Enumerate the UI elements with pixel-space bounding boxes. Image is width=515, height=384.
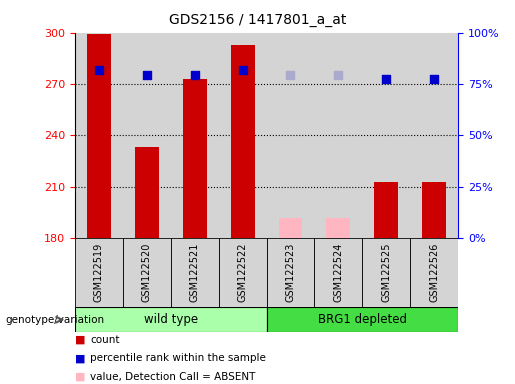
Bar xyxy=(183,79,207,238)
Text: GSM122520: GSM122520 xyxy=(142,243,151,302)
Text: GSM122522: GSM122522 xyxy=(237,243,248,302)
Text: genotype/variation: genotype/variation xyxy=(5,314,104,325)
FancyBboxPatch shape xyxy=(315,238,363,307)
Bar xyxy=(134,147,159,238)
Text: GSM122523: GSM122523 xyxy=(285,243,296,302)
Point xyxy=(382,76,390,82)
FancyBboxPatch shape xyxy=(123,238,170,307)
FancyBboxPatch shape xyxy=(75,238,123,307)
Text: GSM122524: GSM122524 xyxy=(333,243,344,302)
FancyBboxPatch shape xyxy=(363,238,410,307)
Text: ■: ■ xyxy=(75,372,85,382)
Text: GSM122525: GSM122525 xyxy=(382,243,391,302)
Text: GSM122519: GSM122519 xyxy=(94,243,104,302)
Text: GSM122526: GSM122526 xyxy=(430,243,439,302)
Text: GSM122521: GSM122521 xyxy=(190,243,200,302)
Text: ■: ■ xyxy=(75,335,85,345)
Text: GDS2156 / 1417801_a_at: GDS2156 / 1417801_a_at xyxy=(169,13,346,27)
Bar xyxy=(327,217,350,238)
Bar xyxy=(231,45,254,238)
Point xyxy=(286,72,295,78)
Point xyxy=(430,76,438,82)
FancyBboxPatch shape xyxy=(267,307,458,332)
Point xyxy=(143,72,151,78)
FancyBboxPatch shape xyxy=(75,307,267,332)
Point xyxy=(95,67,103,73)
Bar xyxy=(374,182,399,238)
Point xyxy=(238,67,247,73)
Text: percentile rank within the sample: percentile rank within the sample xyxy=(90,353,266,363)
FancyBboxPatch shape xyxy=(267,238,315,307)
Text: BRG1 depleted: BRG1 depleted xyxy=(318,313,407,326)
Bar xyxy=(279,217,302,238)
FancyBboxPatch shape xyxy=(410,238,458,307)
FancyBboxPatch shape xyxy=(170,238,218,307)
Bar xyxy=(87,34,111,238)
Text: ■: ■ xyxy=(75,353,85,363)
FancyBboxPatch shape xyxy=(218,238,267,307)
Text: count: count xyxy=(90,335,119,345)
Point xyxy=(191,72,199,78)
Text: wild type: wild type xyxy=(144,313,198,326)
Point xyxy=(334,72,342,78)
Text: value, Detection Call = ABSENT: value, Detection Call = ABSENT xyxy=(90,372,255,382)
Bar xyxy=(422,182,447,238)
